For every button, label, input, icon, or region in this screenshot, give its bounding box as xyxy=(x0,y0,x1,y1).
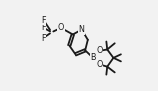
Text: F: F xyxy=(41,16,46,25)
Text: F: F xyxy=(41,33,46,42)
Text: O: O xyxy=(97,60,103,69)
Text: F: F xyxy=(41,23,46,32)
Text: O: O xyxy=(58,23,64,32)
Text: B: B xyxy=(90,53,96,62)
Text: N: N xyxy=(79,25,85,34)
Text: O: O xyxy=(97,46,103,55)
